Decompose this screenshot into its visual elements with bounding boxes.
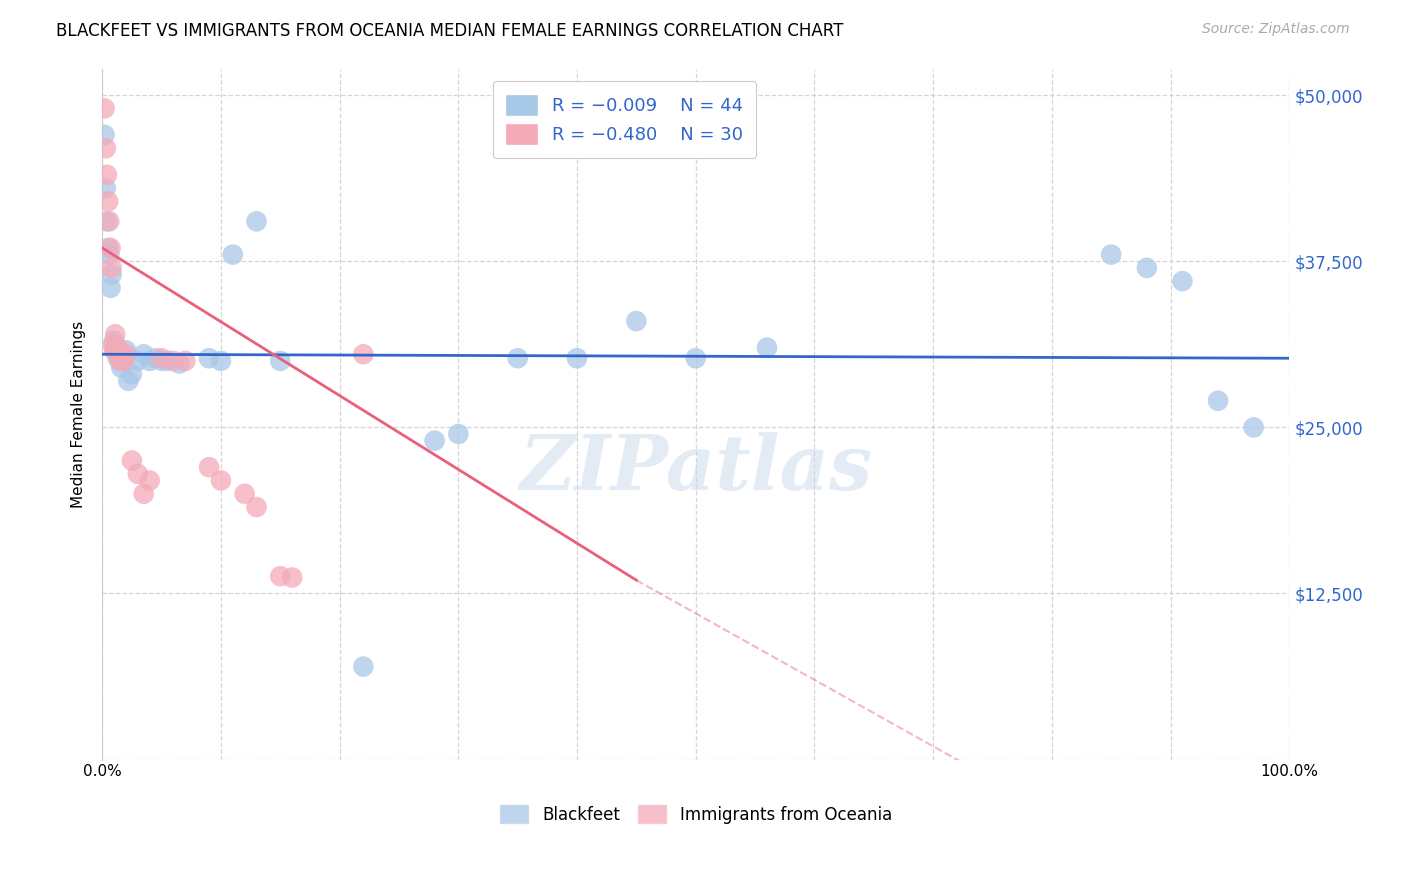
Point — [115, 343, 138, 358]
Point — [245, 500, 267, 514]
Text: ZIPatlas: ZIPatlas — [519, 433, 872, 507]
Point — [245, 214, 267, 228]
Point — [626, 314, 648, 328]
Point — [132, 347, 155, 361]
Legend: Blackfeet, Immigrants from Oceania: Blackfeet, Immigrants from Oceania — [491, 796, 901, 832]
Point — [97, 194, 120, 209]
Y-axis label: Median Female Earnings: Median Female Earnings — [72, 320, 86, 508]
Point — [93, 102, 115, 116]
Point — [105, 341, 128, 355]
Point — [121, 367, 143, 381]
Point — [105, 343, 128, 358]
Point — [352, 347, 374, 361]
Point — [169, 357, 191, 371]
Point — [121, 453, 143, 467]
Point — [222, 247, 245, 261]
Point — [138, 474, 160, 488]
Point — [150, 354, 173, 368]
Point — [127, 467, 149, 481]
Point — [100, 260, 122, 275]
Point — [1171, 274, 1194, 288]
Text: Source: ZipAtlas.com: Source: ZipAtlas.com — [1202, 22, 1350, 37]
Point — [281, 570, 304, 584]
Point — [1136, 260, 1159, 275]
Point — [114, 351, 136, 366]
Point — [132, 487, 155, 501]
Point — [565, 351, 588, 366]
Point — [107, 351, 129, 366]
Point — [150, 351, 173, 366]
Point — [156, 354, 179, 368]
Point — [117, 374, 139, 388]
Point — [447, 427, 470, 442]
Point — [103, 343, 125, 358]
Point — [93, 128, 115, 142]
Point — [98, 247, 121, 261]
Point — [1243, 420, 1265, 434]
Point — [104, 327, 127, 342]
Point — [115, 347, 138, 361]
Point — [104, 341, 127, 355]
Point — [100, 268, 122, 282]
Point — [103, 334, 125, 348]
Point — [108, 354, 131, 368]
Point — [233, 487, 256, 501]
Point — [423, 434, 446, 448]
Point — [108, 347, 131, 361]
Point — [94, 181, 117, 195]
Point — [138, 354, 160, 368]
Point — [127, 354, 149, 368]
Point — [101, 338, 124, 352]
Point — [1099, 247, 1122, 261]
Point — [96, 168, 118, 182]
Point — [685, 351, 707, 366]
Point — [110, 360, 132, 375]
Point — [94, 141, 117, 155]
Point — [96, 214, 118, 228]
Point — [209, 354, 232, 368]
Point — [100, 241, 122, 255]
Point — [352, 659, 374, 673]
Point — [110, 347, 132, 361]
Point — [755, 341, 778, 355]
Point — [198, 351, 221, 366]
Point — [111, 347, 134, 361]
Point — [112, 354, 135, 368]
Point — [108, 354, 131, 368]
Text: BLACKFEET VS IMMIGRANTS FROM OCEANIA MEDIAN FEMALE EARNINGS CORRELATION CHART: BLACKFEET VS IMMIGRANTS FROM OCEANIA MED… — [56, 22, 844, 40]
Point — [174, 354, 197, 368]
Point — [108, 347, 131, 361]
Point — [112, 354, 135, 368]
Point — [107, 341, 129, 355]
Point — [1206, 393, 1229, 408]
Point — [269, 569, 291, 583]
Point — [506, 351, 529, 366]
Point — [98, 214, 121, 228]
Point — [162, 354, 184, 368]
Point — [97, 241, 120, 255]
Point — [209, 474, 232, 488]
Point — [100, 281, 122, 295]
Point — [198, 460, 221, 475]
Point — [145, 351, 167, 366]
Point — [269, 354, 291, 368]
